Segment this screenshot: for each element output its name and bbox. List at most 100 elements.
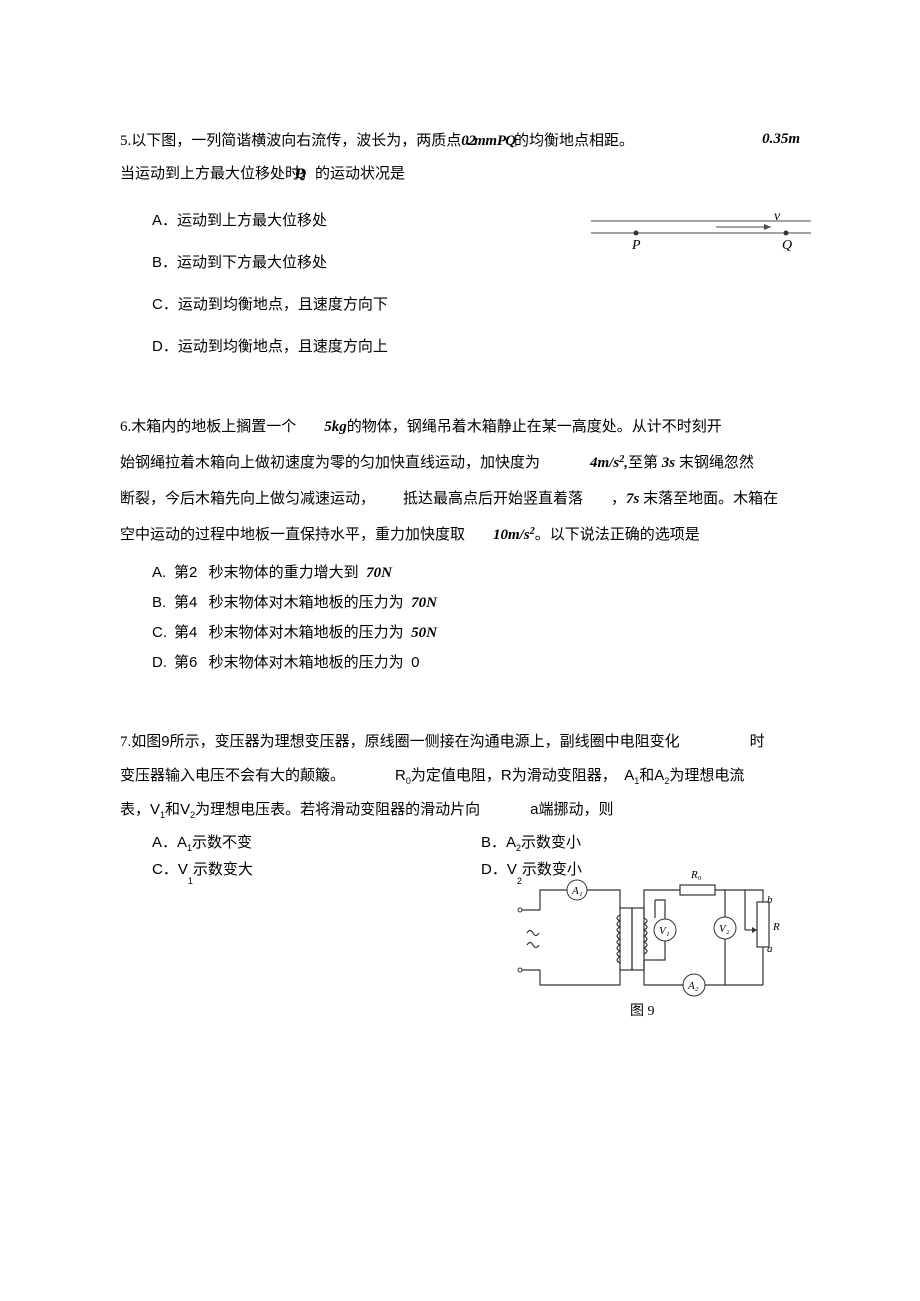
q5-d-text: 运动到均衡地点，且速度方向上 (178, 339, 388, 355)
q5-a-letter: A． (152, 209, 177, 233)
q7-l2d: 和 (639, 768, 654, 784)
q7-oc-sym: V (178, 861, 188, 878)
q7-l3b: 和 (165, 802, 180, 818)
q6-acc: 4m/s (590, 455, 619, 471)
q7-ob-text: 示数变小 (521, 835, 581, 851)
q6-a-text: 秒末物体的重力增大到 (209, 565, 359, 581)
q6-l2a: 始钢绳拉着木箱向上做初速度为零的匀加快直线运动，加快度为 (120, 455, 540, 471)
q7-l3a: 表， (120, 802, 150, 818)
q6-l1b: 的物体，钢绳吊着木箱静止在某一高度处。从计不时刻开 (347, 419, 722, 435)
q6-opt-a: A.第2 秒末物体的重力增大到 70N (152, 561, 810, 585)
q7-d-letter: D． (481, 858, 507, 882)
q6-d-num: 6 (189, 654, 197, 671)
q7-dia-v1: V₁ (659, 925, 670, 937)
q7-l3d: 端挪动，则 (538, 802, 613, 818)
q6-g: 10m/s (493, 527, 530, 543)
q7-opt-a: A．A1示数不变 (152, 831, 481, 855)
q7-a-letter: A． (152, 831, 177, 855)
q7-a1sub: 1 (634, 776, 639, 786)
q6-a-num: 2 (189, 564, 197, 581)
q6-l1a: 木箱内的地板上搁置一个 (131, 419, 296, 435)
q7-oa-text: 示数不变 (192, 835, 252, 851)
q7-l1a: 如图 (131, 734, 161, 750)
q6-c-letter: C. (152, 621, 174, 645)
q7-oc-text: 示数变大 (193, 862, 253, 878)
q6-num: 6. (120, 419, 131, 435)
q7-opt-c: C．V1示数变大 (152, 858, 481, 882)
q7-oa-sym: A (177, 834, 187, 851)
q7-a1: A (624, 767, 634, 784)
q7-v1sub: 1 (160, 810, 165, 820)
q6-b-pre: 第 (174, 595, 189, 611)
q7-dia-a2: A₂ (687, 980, 699, 992)
q6-l4a: 空中运动的过程中地板一直保持水平，重力加快度取 (120, 527, 465, 543)
q6-d-letter: D. (152, 651, 174, 675)
q6-b-val: 70N (411, 595, 437, 611)
q7-l1b: 所示，变压器为理想变压器，原线圈一侧接在沟通电源上，副线圈中电阻变化 (170, 734, 680, 750)
question-5: 0.35m 5.以下图，一列简谐横波向右流传，波长为，两质点0.2m m P Q… (120, 125, 810, 359)
q6-opt-d: D.第6 秒末物体对木箱地板的压力为 0 (152, 651, 810, 675)
q6-b-text: 秒末物体对木箱地板的压力为 (209, 595, 404, 611)
q6-text: 6.木箱内的地板上搁置一个5kg的物体，钢绳吊着木箱静止在某一高度处。从计不时刻… (120, 409, 810, 553)
q6-opt-b: B.第4 秒末物体对木箱地板的压力为 70N (152, 591, 810, 615)
q7-dia-a1: A₁ (571, 885, 583, 897)
question-6: 6.木箱内的地板上搁置一个5kg的物体，钢绳吊着木箱静止在某一高度处。从计不时刻… (120, 409, 810, 675)
q7-b-letter: B． (481, 831, 506, 855)
q5-opt-d: D．运动到均衡地点，且速度方向上 (152, 335, 810, 359)
q7-c-letter: C． (152, 858, 178, 882)
q7-v2: V (180, 801, 190, 818)
q7-a2sub: 2 (664, 776, 669, 786)
q6-options: A.第2 秒末物体的重力增大到 70N B.第4 秒末物体对木箱地板的压力为 7… (152, 561, 810, 675)
q7-ob-sym: A (506, 834, 516, 851)
q6-l3a: 断裂，今后木箱先向上做匀减速运动， (120, 491, 375, 507)
q6-l2b: 至第 (628, 455, 658, 471)
q5-a-text: 运动到上方最大位移处 (177, 213, 327, 229)
q7-dia-a: a (767, 943, 773, 955)
q5-num: 5. (120, 133, 131, 149)
q7-v1: V (150, 801, 160, 818)
q6-l3c: ， (611, 491, 626, 507)
q7-oc-sub: 1 (188, 876, 193, 886)
q5-b-letter: B． (152, 251, 177, 275)
q7-dia-v2: V₂ (719, 923, 730, 935)
q5-ov2: P Q (295, 166, 300, 182)
q6-a-letter: A. (152, 561, 174, 585)
q7-r0: R (395, 767, 406, 784)
q6-c-pre: 第 (174, 625, 189, 641)
q5-text: 5.以下图，一列简谐横波向右流传，波长为，两质点0.2m m P Q的均衡地点相… (120, 125, 810, 191)
q6-t2: 7s (626, 491, 639, 507)
q7-circuit-diagram: A₁ R₀ b R a (505, 860, 785, 1030)
q6-t1: 3s (662, 455, 675, 471)
q6-l3b: 抵达最高点后开始竖直着落 (403, 491, 583, 507)
q7-l2c: 为滑动变阻器， (512, 768, 617, 784)
q7-l2b: 为定值电阻， (411, 768, 501, 784)
q6-l3d: 末落至地面。木箱在 (643, 491, 778, 507)
q7-fig: 9 (161, 733, 169, 750)
q5-l1b: 的均衡地点相距。 (514, 133, 634, 149)
q5-l1a: 以下图，一列简谐横波向右流传，波长为，两质点 (131, 133, 461, 149)
q5-right-formula: 0.35m (762, 127, 800, 151)
q6-b-num: 4 (189, 594, 197, 611)
q5-d-letter: D． (152, 335, 178, 359)
q6-b-letter: B. (152, 591, 174, 615)
q5-c-text: 运动到均衡地点，且速度方向下 (178, 297, 388, 313)
q7-l2a: 变压器输入电压不会有大的颠簸。 (120, 768, 345, 784)
q7-ob-sub: 2 (516, 843, 521, 853)
q7-oa-sub: 1 (187, 843, 192, 853)
q7-num: 7. (120, 734, 131, 750)
q7-a2: A (654, 767, 664, 784)
q7-dia-r0: R₀ (690, 869, 702, 881)
q7-text: 7.如图9所示，变压器为理想变压器，原线圈一侧接在沟通电源上，副线圈中电阻变化时… (120, 725, 810, 827)
q7-r: R (501, 767, 512, 784)
q6-a-pre: 第 (174, 565, 189, 581)
q5-v-label: v (774, 209, 781, 224)
q5-l2a: 当运动到上方最大位移处时，的运动状况是 (120, 166, 405, 182)
q7-l3c: 为理想电压表。若将滑动变阻器的滑动片向 (195, 802, 480, 818)
q6-c-text: 秒末物体对木箱地板的压力为 (209, 625, 404, 641)
q5-opt-c: C．运动到均衡地点，且速度方向下 (152, 293, 810, 317)
q6-d-pre: 第 (174, 655, 189, 671)
q6-d-text: 秒末物体对木箱地板的压力为 (209, 655, 404, 671)
q6-d-val: 0 (411, 654, 419, 671)
q6-c-num: 4 (189, 624, 197, 641)
q6-a-val: 70N (366, 565, 392, 581)
